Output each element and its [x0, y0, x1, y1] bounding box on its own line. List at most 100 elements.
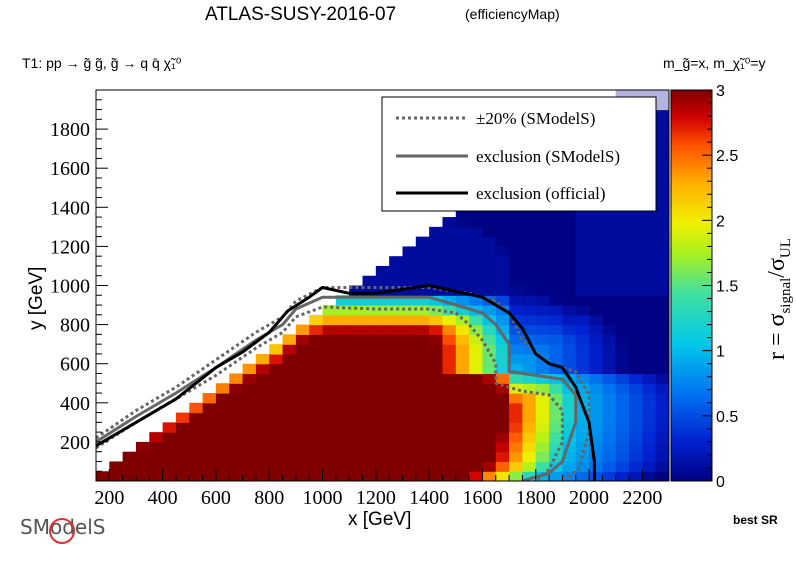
heatmap-cell — [629, 334, 643, 345]
heatmap-cell — [362, 471, 377, 481]
heatmap-cell — [215, 393, 230, 404]
heatmap-cell — [482, 373, 497, 384]
heatmap-cell — [429, 461, 444, 472]
heatmap-cell — [469, 285, 484, 296]
heatmap-cell — [215, 461, 230, 472]
heatmap-cell — [589, 412, 603, 423]
heatmap-cell — [375, 373, 390, 384]
heatmap-cell — [469, 441, 484, 453]
heatmap-cell — [335, 353, 350, 365]
heatmap-cell — [309, 441, 324, 453]
heatmap-cell — [189, 402, 204, 414]
x-tick-label: 600 — [201, 487, 231, 509]
heatmap-cell — [455, 432, 470, 443]
heatmap-cell — [455, 246, 470, 257]
heatmap-cell — [589, 451, 603, 463]
heatmap-cell — [549, 324, 563, 335]
heatmap-cell — [602, 285, 617, 296]
heatmap-cell — [642, 383, 657, 394]
heatmap-cell — [562, 422, 577, 433]
heatmap-cell — [455, 451, 470, 463]
heatmap-cell — [602, 295, 617, 306]
heatmap-cell — [535, 432, 550, 443]
heatmap-cell — [509, 295, 524, 306]
heatmap-cell — [589, 373, 603, 384]
heatmap-cell — [402, 393, 417, 404]
heatmap-cell — [455, 441, 470, 453]
heatmap-cell — [255, 373, 270, 384]
curve-plus20 — [96, 286, 591, 481]
heatmap-cell — [295, 412, 310, 423]
heatmap-cell — [322, 324, 337, 335]
heatmap-cell — [375, 363, 390, 375]
heatmap-cell — [589, 217, 603, 228]
heatmap-cell — [455, 295, 470, 306]
heatmap-cell — [589, 393, 603, 404]
heatmap-cell — [242, 393, 257, 404]
heatmap-cell — [629, 226, 643, 238]
heatmap-cell — [455, 363, 470, 375]
heatmap-cell — [575, 275, 590, 287]
heatmap-cell — [162, 422, 177, 433]
heatmap-cell — [655, 207, 669, 218]
heatmap-cell — [495, 412, 510, 423]
heatmap-cell — [655, 138, 669, 150]
y-axis-label: y [GeV] — [26, 267, 47, 330]
heatmap-cell — [629, 265, 643, 277]
heatmap-cell — [402, 422, 417, 433]
heatmap-cell — [322, 334, 337, 345]
y-tick-label: 1200 — [50, 236, 90, 258]
heatmap-cell — [309, 373, 324, 384]
heatmap-cell — [642, 471, 657, 481]
heatmap-cell — [575, 461, 590, 472]
heatmap-cell — [455, 305, 470, 316]
heatmap-cell — [589, 422, 603, 433]
heatmap-cell — [642, 451, 657, 463]
heatmap-cell — [255, 383, 270, 394]
heatmap-cell — [309, 363, 324, 375]
heatmap-cell — [455, 314, 470, 326]
heatmap-cell — [482, 432, 497, 443]
heatmap-cell — [602, 383, 617, 394]
heatmap-cell — [655, 99, 669, 111]
heatmap-cell — [282, 353, 297, 365]
heatmap-cell — [389, 295, 404, 306]
heatmap-cell — [402, 246, 417, 257]
heatmap-cell — [135, 471, 150, 481]
heatmap-cell — [549, 226, 563, 238]
heatmap-cell — [282, 432, 297, 443]
y-tick-label: 1000 — [50, 276, 90, 298]
legend: ±20% (SModelS) exclusion (SModelS) exclu… — [381, 96, 657, 212]
heatmap-cell — [615, 295, 630, 306]
heatmap-cell — [642, 461, 657, 472]
chart-subtitle: (efficiencyMap) — [465, 6, 560, 22]
heatmap-cell — [389, 432, 404, 443]
heatmap-cell — [615, 412, 630, 423]
heatmap-cell — [335, 344, 350, 355]
heatmap-cell — [269, 451, 284, 463]
heatmap-cell — [655, 295, 669, 306]
heatmap-cell — [469, 226, 484, 238]
heatmap-cell — [522, 353, 537, 365]
heatmap-cell — [535, 275, 550, 287]
heatmap-cell — [655, 432, 669, 443]
heatmap-cell — [629, 373, 643, 384]
heatmap-cell — [255, 402, 270, 414]
heatmap-cell — [362, 461, 377, 472]
heatmap-cell — [442, 353, 457, 365]
heatmap-cell — [655, 334, 669, 345]
heatmap-cell — [309, 412, 324, 423]
heatmap-cell — [629, 324, 643, 335]
heatmap-cell — [335, 412, 350, 423]
heatmap-cell — [655, 275, 669, 287]
heatmap-cell — [269, 363, 284, 375]
heatmap-cell — [335, 295, 350, 306]
heatmap-cell — [575, 295, 590, 306]
heatmap-cell — [602, 451, 617, 463]
heatmap-cell — [562, 344, 577, 355]
heatmap-cell — [482, 344, 497, 355]
heatmap-cell — [589, 383, 603, 394]
heatmap-cell — [162, 471, 177, 481]
heatmap-cell — [522, 461, 537, 472]
